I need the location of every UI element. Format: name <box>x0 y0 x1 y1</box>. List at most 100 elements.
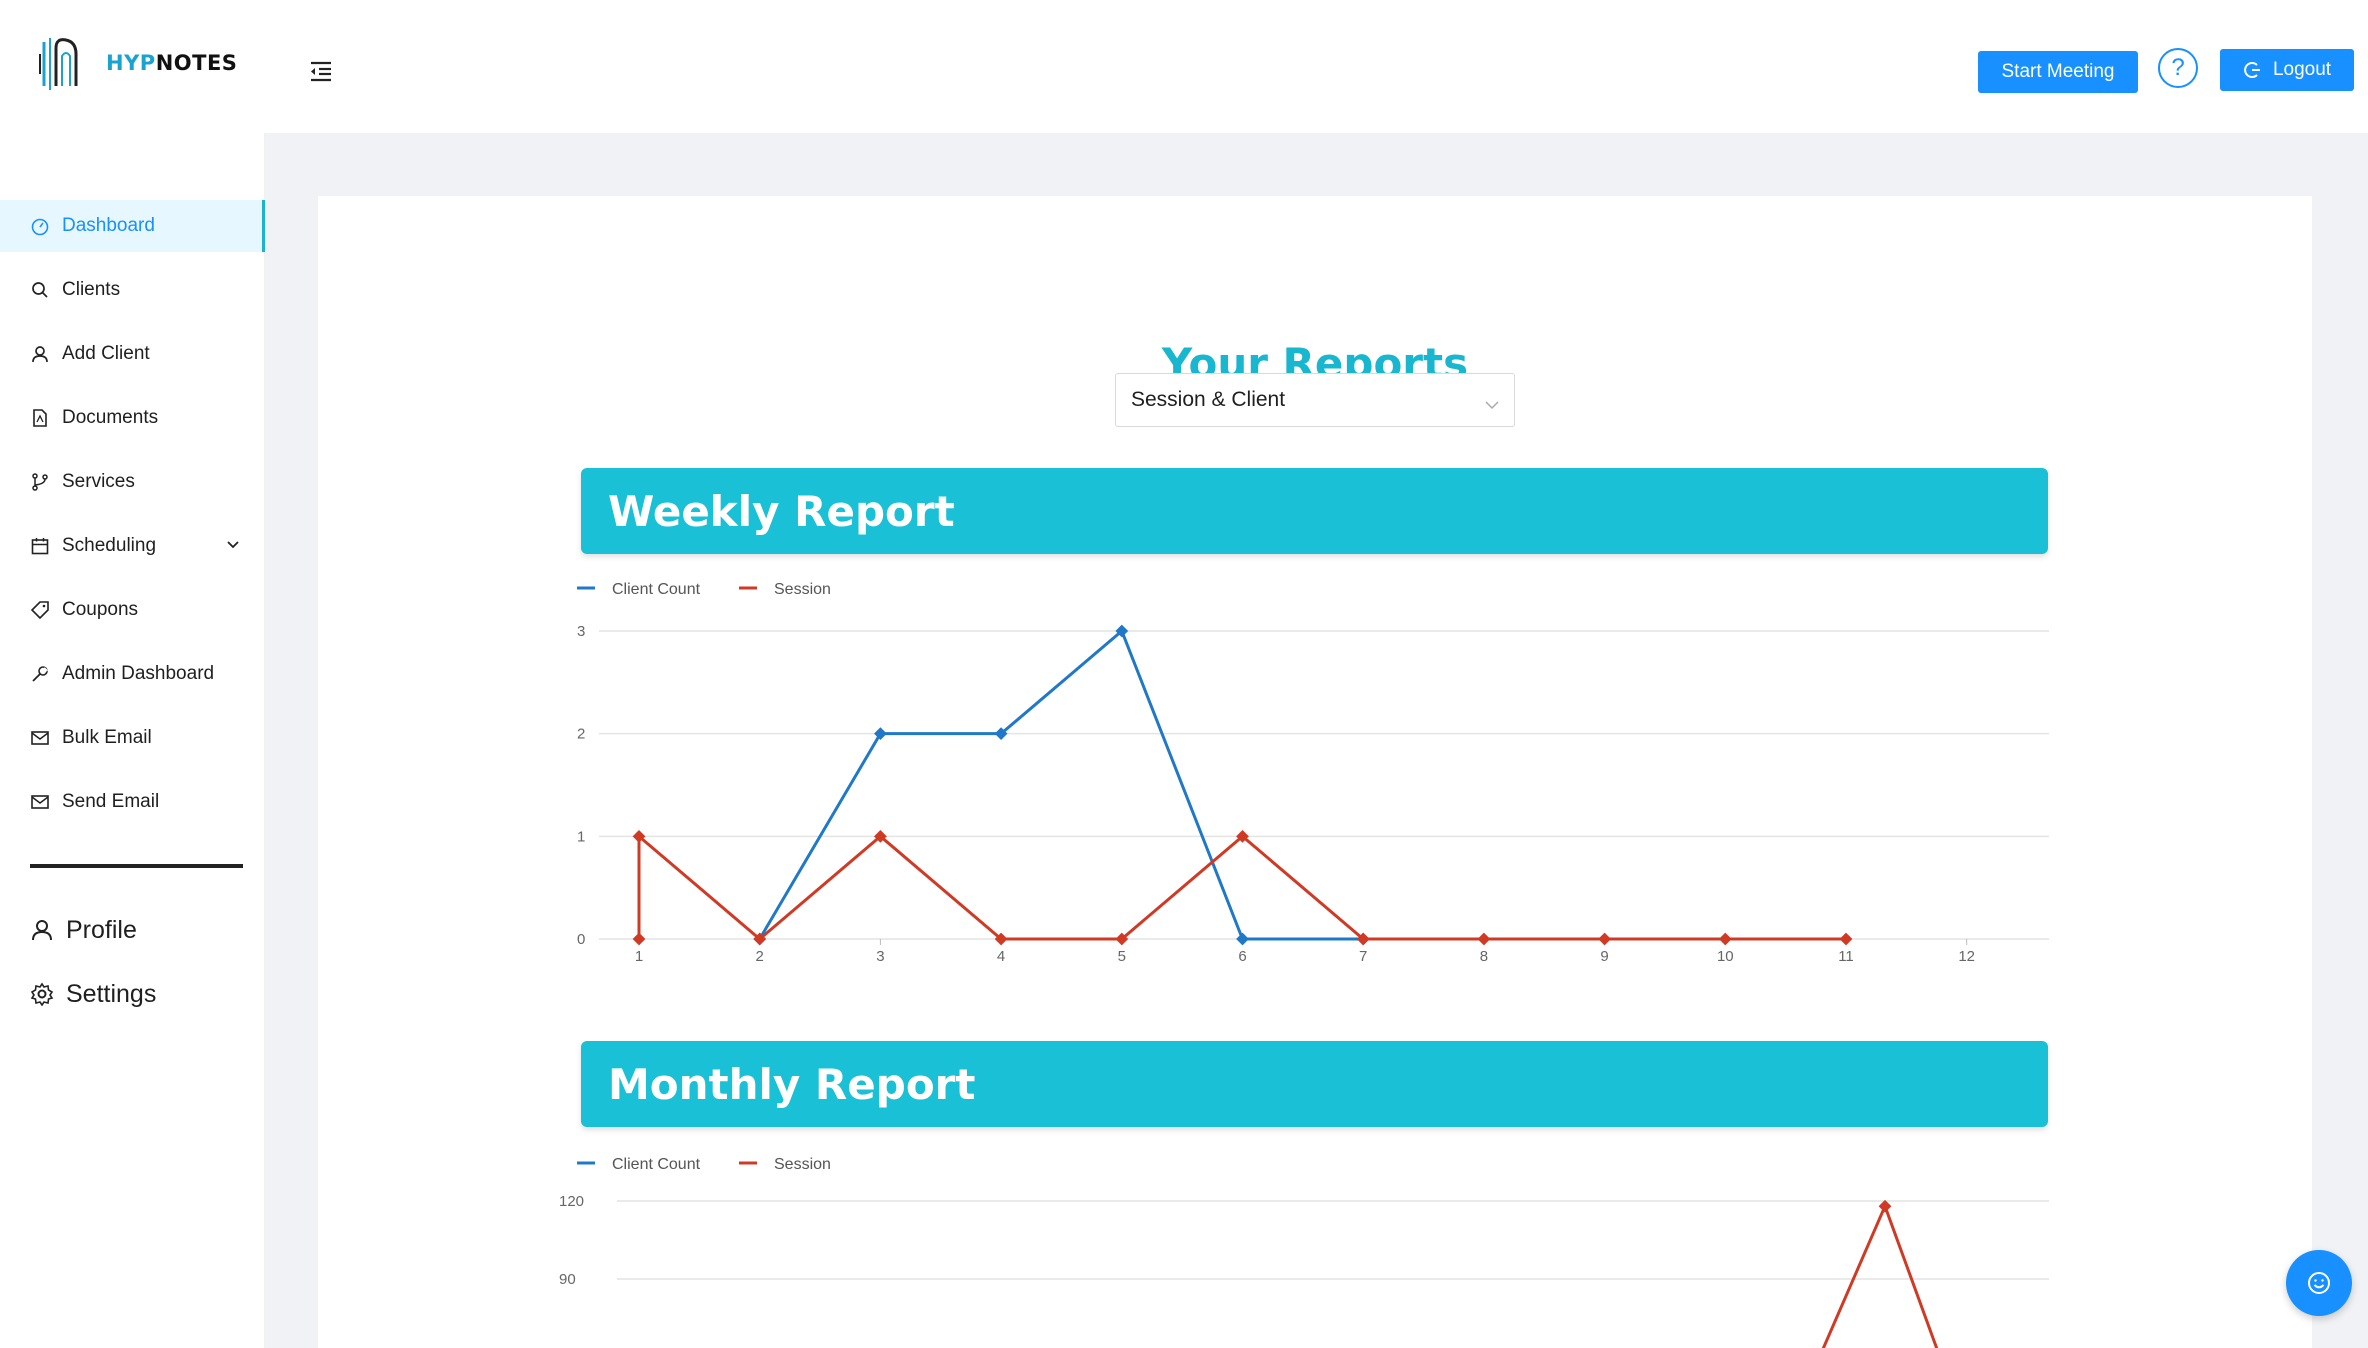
x-tick-label: 3 <box>876 948 884 965</box>
monthly-report-chart: Client Count Session 90 120 <box>559 1156 2049 1348</box>
data-point <box>1115 932 1129 946</box>
legend-label: Client Count <box>612 1156 701 1173</box>
weekly-report-header: Weekly Report <box>581 468 2048 554</box>
legend-label: Client Count <box>612 581 701 598</box>
sidebar-item-label: Coupons <box>62 599 139 620</box>
mail-icon <box>30 792 50 812</box>
y-tick-label: 1 <box>577 828 585 845</box>
y-tick-label: 0 <box>577 931 585 948</box>
data-point <box>1598 932 1611 946</box>
sidebar-item-add-client[interactable]: Add Client <box>0 328 265 380</box>
y-tick-label: 3 <box>577 623 585 640</box>
sidebar-item-bulk-email[interactable]: Bulk Email <box>0 712 265 764</box>
sidebar-nav: Dashboard Clients Add Client Documents S… <box>0 200 265 840</box>
logout-icon <box>2244 62 2260 78</box>
logo-text: HYPNOTES <box>106 51 238 75</box>
x-tick-label: 7 <box>1359 948 1367 965</box>
legend-label: Session <box>774 1156 831 1173</box>
sidebar-item-services[interactable]: Services <box>0 456 265 508</box>
x-tick-label: 6 <box>1238 948 1246 965</box>
search-icon <box>30 280 50 300</box>
sidebar-item-settings[interactable]: Settings <box>0 968 265 1020</box>
calendar-icon <box>30 536 50 556</box>
y-tick-label: 120 <box>559 1193 584 1210</box>
x-tick-label: 4 <box>997 948 1005 965</box>
sidebar-item-label: Services <box>62 471 135 492</box>
data-point <box>874 727 887 741</box>
series-line <box>638 834 1846 941</box>
settings-label: Settings <box>66 979 157 1008</box>
sidebar-item-documents[interactable]: Documents <box>0 392 265 444</box>
report-type-value: Session & Client <box>1131 388 1286 411</box>
sidebar-item-clients[interactable]: Clients <box>0 264 265 316</box>
x-tick-label: 12 <box>1958 948 1975 965</box>
logout-button[interactable]: Logout <box>2220 49 2354 91</box>
x-tick-label: 11 <box>1838 948 1854 965</box>
menu-fold-icon[interactable] <box>306 56 336 86</box>
data-point <box>1839 932 1853 946</box>
logo-icon <box>39 38 78 90</box>
tag-icon <box>30 600 50 620</box>
data-point <box>1477 932 1491 946</box>
tool-icon <box>30 664 50 684</box>
chevron-down-icon[interactable] <box>225 537 241 559</box>
sidebar-item-label: Add Client <box>62 343 150 364</box>
sidebar-item-label: Admin Dashboard <box>62 663 215 684</box>
series-line <box>1821 1202 1939 1348</box>
data-point <box>1115 624 1129 638</box>
series-line <box>758 628 1364 941</box>
x-tick-label: 1 <box>635 948 643 965</box>
sidebar-item-label: Dashboard <box>62 215 155 236</box>
app-logo[interactable]: HYPNOTES <box>36 34 237 92</box>
smile-icon <box>2308 1272 2330 1294</box>
branch-icon <box>30 472 50 492</box>
y-tick-label: 2 <box>577 726 585 743</box>
sidebar-item-label: Documents <box>62 407 159 428</box>
top-header: HYPNOTES Start Meeting ? Logout <box>0 0 2368 133</box>
profile-label: Profile <box>66 915 137 944</box>
sidebar-item-label: Send Email <box>62 791 160 812</box>
sidebar-divider <box>30 864 243 868</box>
data-point <box>632 932 646 946</box>
sidebar-item-profile[interactable]: Profile <box>0 904 265 956</box>
legend-label: Session <box>774 581 831 598</box>
monthly-report-header: Monthly Report <box>581 1041 2048 1127</box>
chevron-down-icon <box>1484 394 1500 418</box>
start-meeting-button[interactable]: Start Meeting <box>1978 51 2138 93</box>
sidebar-item-admin-dashboard[interactable]: Admin Dashboard <box>0 648 265 700</box>
mail-icon <box>30 728 50 748</box>
sidebar-item-label: Clients <box>62 279 121 300</box>
dashboard-icon <box>30 216 50 236</box>
user-icon <box>30 918 54 942</box>
sidebar-item-scheduling[interactable]: Scheduling <box>0 520 265 572</box>
data-point <box>1718 932 1732 946</box>
data-point <box>874 829 887 843</box>
gear-icon <box>30 982 54 1006</box>
x-tick-label: 8 <box>1480 948 1488 965</box>
report-type-select[interactable]: Session & Client <box>1115 373 1515 427</box>
sidebar-item-label: Bulk Email <box>62 727 152 748</box>
question-icon: ? <box>2171 54 2185 81</box>
data-point <box>994 727 1008 741</box>
chat-support-button[interactable] <box>2286 1250 2352 1316</box>
sidebar: Dashboard Clients Add Client Documents S… <box>0 133 265 1348</box>
data-point <box>1236 932 1249 946</box>
sidebar-item-label: Scheduling <box>62 535 157 556</box>
sidebar-item-coupons[interactable]: Coupons <box>0 584 265 636</box>
sidebar-item-dashboard[interactable]: Dashboard <box>0 200 265 252</box>
help-button[interactable]: ? <box>2158 48 2198 88</box>
x-tick-label: 5 <box>1118 948 1126 965</box>
main-content: Your Reports Session & Client Weekly Rep… <box>265 133 2368 1348</box>
document-icon <box>30 408 50 428</box>
x-tick-label: 2 <box>756 948 764 965</box>
reports-card: Your Reports Session & Client Weekly Rep… <box>318 196 2312 1348</box>
data-point <box>1356 932 1370 946</box>
x-tick-label: 9 <box>1600 948 1608 965</box>
sidebar-item-send-email[interactable]: Send Email <box>0 776 265 828</box>
y-tick-label: 90 <box>559 1271 576 1288</box>
user-icon <box>30 344 50 364</box>
x-tick-label: 10 <box>1717 948 1734 965</box>
logout-label: Logout <box>2272 59 2332 80</box>
